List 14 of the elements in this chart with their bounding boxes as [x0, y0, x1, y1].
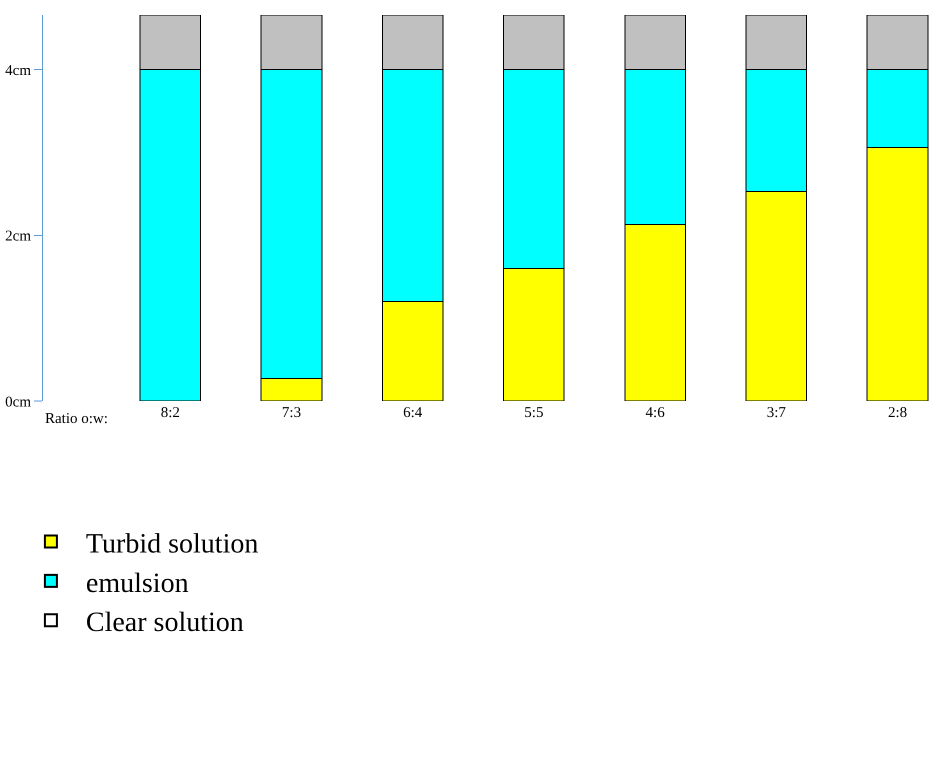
y-tick-label: 2cm [5, 228, 32, 245]
x-tick-label: 3:7 [766, 405, 786, 421]
x-tick-label: 6:4 [403, 405, 423, 421]
legend-label: Turbid solution [86, 528, 258, 560]
x-tick-label: 8:2 [160, 405, 180, 421]
y-tick-label: 0cm [5, 394, 32, 410]
x-tick-label: 7:3 [282, 405, 302, 421]
text: Ratio o:w: [45, 411, 108, 427]
x-tick-label: 5:5 [524, 405, 544, 421]
y-tick-label: 4cm [5, 62, 32, 79]
x-tick-label: 2:8 [888, 405, 908, 421]
legend-label: emulsion [86, 568, 189, 599]
legend-label: Clear solution [86, 607, 244, 638]
x-tick-label: 4:6 [646, 405, 666, 421]
